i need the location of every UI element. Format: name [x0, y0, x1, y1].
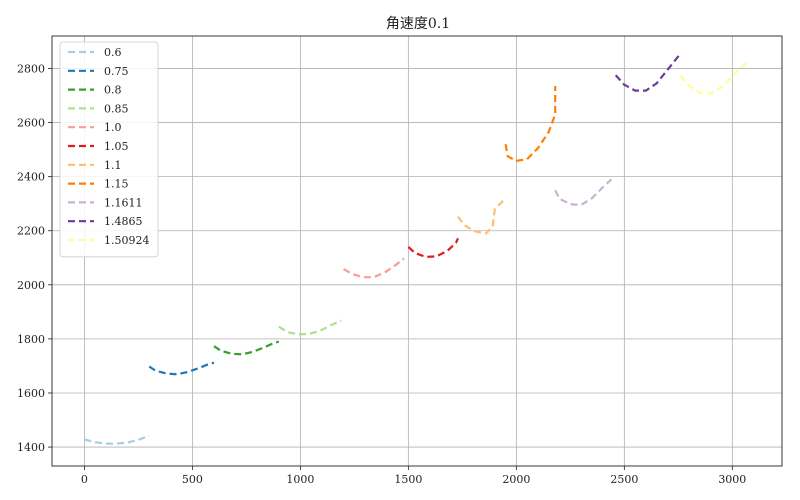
x-tick-label: 2000	[502, 473, 530, 486]
series-line-10	[679, 60, 749, 95]
series-line-2	[213, 340, 280, 356]
y-tick-label: 1400	[17, 441, 45, 454]
x-tick-label: 500	[182, 473, 203, 486]
legend-label: 1.15	[104, 178, 129, 191]
y-tick-label: 1800	[17, 333, 45, 346]
legend-label: 1.05	[104, 140, 129, 153]
grid	[52, 36, 782, 466]
legend-label: 0.75	[104, 65, 129, 78]
legend-label: 1.1	[104, 159, 122, 172]
series-line-5	[407, 237, 460, 259]
x-tick-label: 3000	[718, 473, 746, 486]
legend: 0.6 0.75 0.8 0.85 1.0 1.05 1.1 1.15 1.1611 1.4865…	[59, 41, 159, 258]
axis-ticks: 0 500 1000 1500 2000 2500 3000 1400 1600 1800 2000…	[17, 62, 746, 486]
legend-label: 1.50924	[104, 234, 150, 247]
chart-title: 角速度0.1	[386, 16, 450, 32]
legend-label: 1.0	[104, 121, 122, 134]
legend-label: 1.4865	[104, 215, 143, 228]
series-line-3	[278, 319, 342, 336]
plot-frame	[51, 35, 783, 467]
series-line-9	[614, 52, 682, 92]
x-tick-label: 1000	[286, 473, 314, 486]
series-line-7	[504, 86, 557, 163]
y-tick-label: 2600	[17, 117, 45, 130]
series-line-4	[343, 257, 405, 279]
series-line-1	[148, 361, 215, 376]
y-tick-label: 2400	[17, 171, 45, 184]
series-line-6	[457, 199, 505, 235]
y-tick-label: 1600	[17, 387, 45, 400]
legend-label: 1.1611	[104, 196, 143, 209]
x-tick-label: 2500	[610, 473, 638, 486]
series-line-0	[84, 434, 150, 445]
y-tick-label: 2000	[17, 279, 45, 292]
x-tick-label: 1500	[394, 473, 422, 486]
series-layer	[84, 52, 749, 445]
x-tick-label: 0	[81, 473, 88, 486]
legend-label: 0.6	[104, 46, 122, 59]
y-tick-label: 2200	[17, 225, 45, 238]
legend-label: 0.85	[104, 102, 129, 115]
legend-label: 0.8	[104, 84, 122, 97]
series-line-8	[554, 178, 613, 207]
y-tick-label: 2800	[17, 62, 45, 75]
